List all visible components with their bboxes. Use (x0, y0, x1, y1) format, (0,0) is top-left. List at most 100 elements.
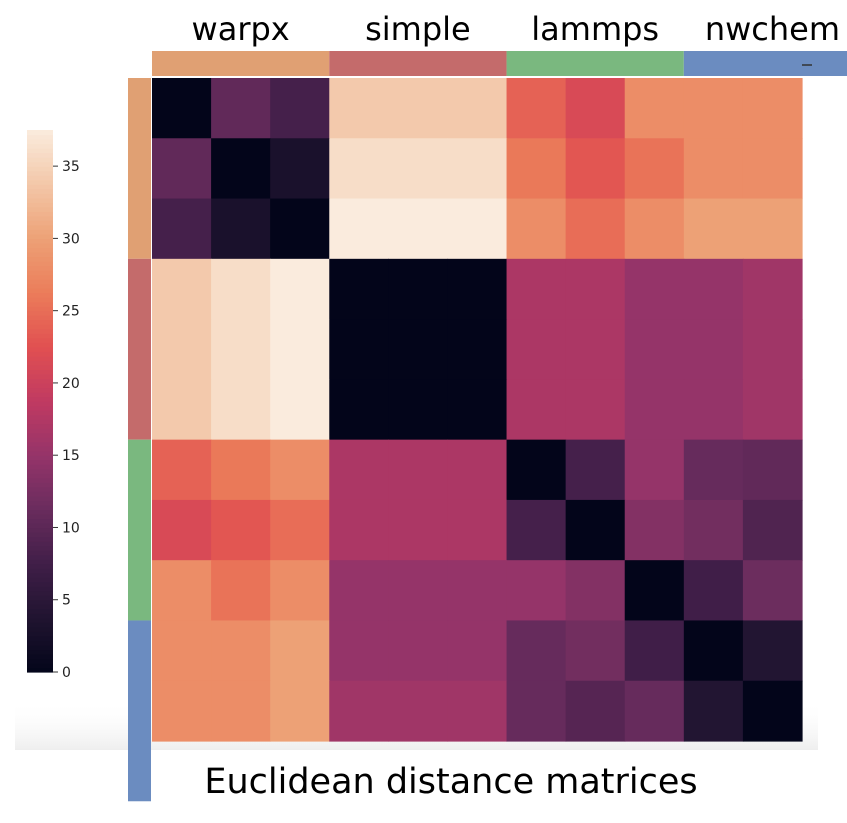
colorbar-segment (27, 595, 53, 601)
heatmap-cell-r2-c8 (624, 198, 685, 260)
heatmap-cell-r9-c8 (624, 620, 685, 682)
colorbar-segment (27, 369, 53, 375)
heatmap-cell-r8-c0 (152, 560, 212, 622)
heatmap-cell-r9-c4 (388, 620, 449, 682)
heatmap-cell-r9-c2 (270, 620, 330, 682)
colorbar-segment (27, 459, 53, 465)
heatmap-cell-r5-c7 (565, 379, 626, 441)
heatmap-cell-r3-c1 (211, 258, 271, 320)
colorbar-segment (27, 432, 53, 438)
colorbar-segment (27, 387, 53, 393)
heatmap-cell-r9-c9 (683, 620, 744, 682)
heatmap-cell-r10-c6 (506, 680, 567, 742)
heatmap-cell-r3-c8 (624, 258, 685, 320)
colorbar-segment (27, 509, 53, 515)
heatmap-cell-r10-c3 (329, 680, 389, 742)
colorbar-segment (27, 559, 53, 565)
column-group-bars (152, 51, 847, 76)
heatmap-cell-r8-c1 (211, 560, 271, 622)
colorbar-tick-label: 15 (62, 448, 80, 464)
heatmap-cell-r5-c2 (270, 379, 330, 441)
heatmap-cell-r1-c4 (388, 138, 449, 200)
colorbar-tick-label: 5 (62, 593, 71, 609)
heatmap-cell-r1-c10 (742, 138, 803, 200)
heatmap-cell-r3-c4 (388, 258, 449, 320)
heatmap-cell-r7-c3 (329, 499, 389, 561)
heatmap-cell-r0-c9 (683, 78, 744, 139)
column-group-labels: warpx simple lammps nwchem (192, 10, 840, 48)
heatmap-cell-r8-c2 (270, 560, 330, 622)
colorbar-segment (27, 590, 53, 596)
colorbar-segment (27, 423, 53, 429)
colorbar-segment (27, 148, 53, 154)
heatmap-cell-r1-c3 (329, 138, 389, 200)
colorbar-segment (27, 428, 53, 434)
heatmap-cell-r6-c10 (742, 439, 803, 501)
colorbar-segment (27, 315, 53, 321)
heatmap-cell-r8-c4 (388, 560, 449, 622)
colorbar-segment (27, 233, 53, 239)
colorbar-segment (27, 581, 53, 587)
heatmap-cell-r7-c7 (565, 499, 626, 561)
heatmap-cell-r0-c7 (565, 78, 626, 139)
column-group-bar-lammps (506, 51, 684, 76)
heatmap-cell-r8-c5 (447, 560, 508, 622)
heatmap-cell-r0-c3 (329, 78, 389, 139)
colorbar-tick-label: 35 (62, 159, 80, 175)
column-group-bar-warpx (152, 51, 330, 76)
heatmap-cell-r10-c8 (624, 680, 685, 742)
heatmap-cell-r3-c7 (565, 258, 626, 320)
heatmap-cell-r3-c0 (152, 258, 212, 320)
heatmap-cell-r6-c2 (270, 439, 330, 501)
heatmap-cell-r2-c3 (329, 198, 389, 260)
heatmap-cell-r9-c10 (742, 620, 803, 682)
heatmap-cell-r3-c2 (270, 258, 330, 320)
heatmap-cell-r5-c5 (447, 379, 508, 441)
heatmap-cell-r3-c3 (329, 258, 389, 320)
heatmap-cell-r3-c9 (683, 258, 744, 320)
heatmap-cell-r3-c6 (506, 258, 567, 320)
heatmap-cell-r5-c6 (506, 379, 567, 441)
colorbar-segment (27, 297, 53, 303)
colorbar-segment (27, 166, 53, 172)
heatmap-cell-r8-c10 (742, 560, 803, 622)
row-group-bars (128, 78, 151, 802)
heatmap-cell-r5-c9 (683, 379, 744, 441)
column-group-bar-simple (329, 51, 507, 76)
colorbar-segment (27, 477, 53, 483)
colorbar-segment (27, 265, 53, 271)
colorbar-segment (27, 622, 53, 628)
colorbar-segment (27, 536, 53, 542)
colorbar-segment (27, 667, 53, 673)
colorbar-segment (27, 346, 53, 352)
heatmap-cell-r3-c10 (742, 258, 803, 320)
colorbar-segment (27, 541, 53, 547)
colorbar-segment (27, 405, 53, 411)
heatmap-cell-r0-c5 (447, 78, 508, 139)
colorbar-segment (27, 152, 53, 158)
colorbar-segment (27, 328, 53, 334)
heatmap-cell-r2-c7 (565, 198, 626, 260)
colorbar-segment (27, 545, 53, 551)
colorbar-ticks: 0 5 10 15 20 25 30 35 (53, 159, 80, 681)
heatmap-cell-r7-c6 (506, 499, 567, 561)
heatmap-cell-r6-c6 (506, 439, 567, 501)
colorbar-segment (27, 500, 53, 506)
colorbar-segment (27, 179, 53, 185)
colorbar-segment (27, 626, 53, 632)
colorbar (27, 130, 53, 673)
heatmap-cell-r9-c5 (447, 620, 508, 682)
heatmap-cell-r1-c8 (624, 138, 685, 200)
colorbar-segment (27, 143, 53, 149)
heatmap-cell-r6-c1 (211, 439, 271, 501)
colorbar-segment (27, 640, 53, 646)
heatmap-cell-r6-c8 (624, 439, 685, 501)
colorbar-segment (27, 229, 53, 235)
colorbar-tick-label: 25 (62, 304, 80, 320)
colorbar-segment (27, 175, 53, 181)
heatmap-cell-r9-c3 (329, 620, 389, 682)
heatmap-cell-r6-c0 (152, 439, 212, 501)
heatmap-cell-r8-c3 (329, 560, 389, 622)
colorbar-segment (27, 563, 53, 569)
colorbar-segment (27, 554, 53, 560)
